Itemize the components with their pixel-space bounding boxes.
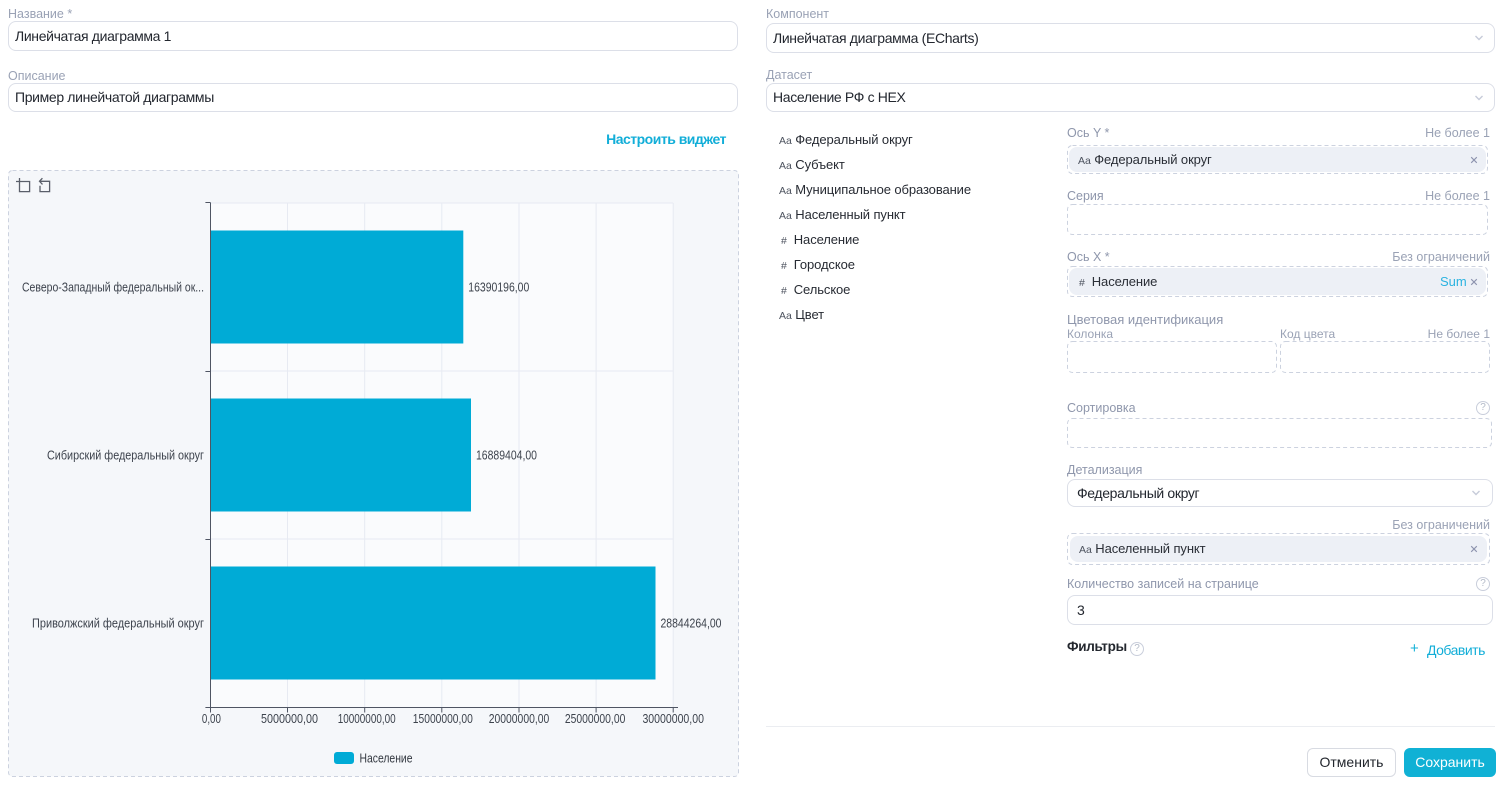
svg-text:Сибирский федеральный округ: Сибирский федеральный округ: [47, 449, 204, 463]
svg-text:30000000,00: 30000000,00: [642, 712, 704, 726]
svg-text:28844264,00: 28844264,00: [661, 617, 722, 631]
svg-text:16390196,00: 16390196,00: [468, 281, 529, 295]
svg-text:16889404,00: 16889404,00: [476, 449, 537, 463]
svg-text:15000000,00: 15000000,00: [413, 712, 473, 726]
svg-text:5000000,00: 5000000,00: [261, 712, 318, 726]
svg-text:0,00: 0,00: [202, 712, 221, 726]
svg-text:25000000,00: 25000000,00: [565, 712, 626, 726]
svg-text:Население: Население: [360, 751, 413, 765]
svg-text:Приволжский федеральный округ: Приволжский федеральный округ: [32, 617, 204, 631]
svg-text:10000000,00: 10000000,00: [338, 712, 396, 726]
svg-text:20000000,00: 20000000,00: [489, 712, 550, 726]
svg-text:Северо-Западный федеральный ок: Северо-Западный федеральный ок...: [22, 281, 204, 295]
